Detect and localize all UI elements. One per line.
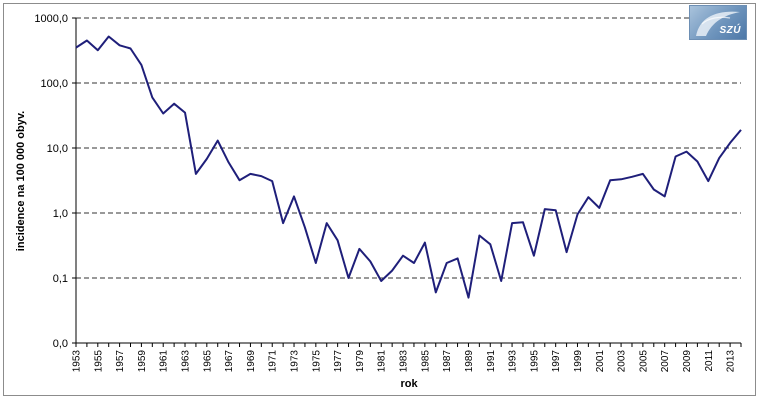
x-tick-label: 1957 [115,350,126,373]
y-tick-label: 1000,0 [34,13,68,25]
y-tick-label: 100,0 [40,78,68,90]
x-tick-label: 2009 [682,350,693,373]
x-tick-label: 1955 [93,350,104,373]
szu-logo: SZÚ [689,5,747,40]
x-tick-label: 1971 [268,350,279,373]
incidence-series-line [75,35,742,299]
x-tick-label: 1967 [224,350,235,373]
x-tick-label: 1979 [355,350,366,373]
x-tick-label: 2005 [638,350,649,373]
x-tick-label: 1961 [159,350,170,373]
x-tick-label: 1993 [508,350,519,373]
x-tick-label: 1999 [573,350,584,373]
y-tick-label: 0,1 [53,273,68,285]
x-tick-label: 1987 [442,350,453,373]
chart-frame [3,3,756,396]
x-tick-label: 2007 [660,350,671,373]
x-tick-label: 1953 [72,350,83,373]
x-tick-label: 1977 [333,350,344,373]
x-tick-label: 1995 [529,350,540,373]
logo-text: SZÚ [719,25,741,36]
x-tick-label: 1969 [246,350,257,373]
x-tick-label: 1997 [551,350,562,373]
x-tick-label: 1965 [202,350,213,373]
x-axis-title: rok [400,378,418,390]
x-tick-label: 2013 [726,350,737,373]
x-tick-label: 1989 [464,350,475,373]
x-tick-label: 2011 [704,350,715,372]
x-tick-label: 1975 [311,350,322,373]
y-axis-title: incidence na 100 000 obyv. [15,111,27,251]
x-tick-label: 1983 [399,350,410,373]
y-tick-label: 10,0 [47,143,68,155]
y-tick-label: 1,0 [53,208,68,220]
x-tick-label: 1973 [290,350,301,373]
x-tick-label: 1985 [420,350,431,373]
y-tick-label: 0,0 [53,338,68,350]
x-tick-label: 2003 [617,350,628,373]
x-tick-label: 1959 [137,350,148,373]
x-tick-label: 1963 [181,350,192,373]
logo-swoosh-icon [696,11,740,36]
x-tick-label: 1991 [486,350,497,373]
x-tick-label: 2001 [595,350,606,373]
x-tick-label: 1981 [377,350,388,373]
